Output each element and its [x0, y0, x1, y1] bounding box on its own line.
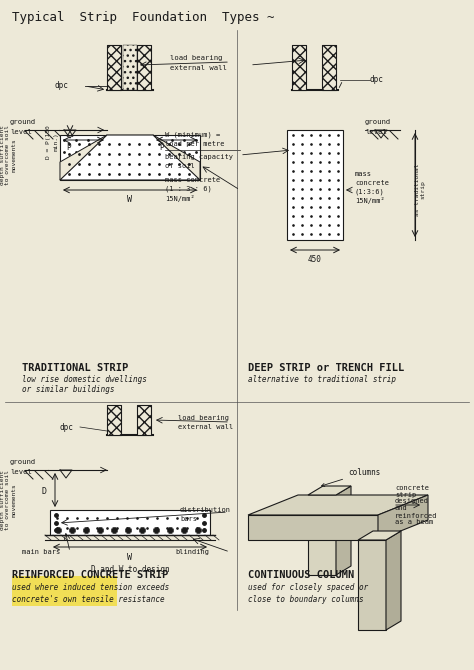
- Bar: [137, 45, 151, 90]
- Bar: [322, 45, 336, 90]
- Polygon shape: [336, 486, 351, 575]
- Text: dpc: dpc: [60, 423, 74, 431]
- Text: ground: ground: [10, 459, 36, 465]
- Text: load bearing: load bearing: [170, 55, 222, 61]
- Text: mass concrete: mass concrete: [165, 177, 220, 183]
- Text: blinding: blinding: [175, 549, 209, 555]
- Polygon shape: [358, 531, 401, 540]
- Bar: [107, 405, 121, 435]
- Text: load bearing: load bearing: [178, 415, 229, 421]
- Text: (1 : 3 : 6): (1 : 3 : 6): [165, 186, 212, 192]
- Polygon shape: [358, 540, 386, 630]
- Text: depth sufficient
to overcome soil
movements: depth sufficient to overcome soil moveme…: [0, 470, 16, 530]
- Text: or similar buildings: or similar buildings: [22, 385, 115, 395]
- Text: level: level: [10, 469, 32, 475]
- Text: D and W to design: D and W to design: [91, 565, 169, 574]
- Polygon shape: [248, 495, 428, 515]
- Text: ground: ground: [10, 119, 36, 125]
- Text: dpc: dpc: [55, 82, 69, 90]
- Text: bearing capacity: bearing capacity: [165, 154, 233, 160]
- Text: Typical  Strip  Foundation  Types ~: Typical Strip Foundation Types ~: [12, 11, 274, 23]
- Text: W: W: [128, 196, 133, 204]
- Bar: [322, 45, 336, 90]
- Polygon shape: [248, 515, 378, 540]
- Bar: [137, 405, 151, 435]
- Polygon shape: [60, 135, 107, 180]
- Text: of soil: of soil: [165, 163, 195, 169]
- Text: dpc: dpc: [370, 76, 384, 84]
- Text: main bars: main bars: [22, 549, 60, 555]
- Text: mass: mass: [355, 171, 372, 177]
- Text: level: level: [365, 129, 387, 135]
- Text: used for closely spaced or: used for closely spaced or: [248, 584, 368, 592]
- Text: 450: 450: [308, 255, 322, 265]
- Text: alternative to traditional strip: alternative to traditional strip: [248, 375, 396, 385]
- Text: D = P(150: D = P(150: [46, 125, 52, 159]
- Text: W: W: [128, 553, 133, 561]
- Text: REINFORCED CONCRETE STRIP: REINFORCED CONCRETE STRIP: [12, 570, 168, 580]
- Bar: [107, 405, 121, 435]
- Text: TRADITIONAL STRIP: TRADITIONAL STRIP: [22, 363, 128, 373]
- Text: P: P: [159, 143, 164, 151]
- Text: depth sufficient
to overcome soil
movements: depth sufficient to overcome soil moveme…: [0, 125, 16, 185]
- Text: CONTINUOUS COLUMN: CONTINUOUS COLUMN: [248, 570, 354, 580]
- Text: concrete: concrete: [355, 180, 389, 186]
- Text: columns: columns: [321, 468, 380, 486]
- Text: as traditional
strip: as traditional strip: [415, 163, 425, 216]
- Text: close to boundary columns: close to boundary columns: [248, 594, 364, 604]
- Bar: [12, 576, 117, 606]
- Text: D: D: [42, 488, 46, 496]
- Bar: [107, 45, 121, 90]
- Bar: [123, 45, 137, 90]
- Polygon shape: [153, 135, 200, 180]
- Text: used where induced tension exceeds: used where induced tension exceeds: [12, 584, 169, 592]
- Text: low rise domestic dwellings: low rise domestic dwellings: [22, 375, 147, 385]
- Text: external wall: external wall: [170, 65, 227, 71]
- Bar: [292, 45, 306, 90]
- Text: W (minimum) =: W (minimum) =: [165, 132, 220, 138]
- Text: load per metre: load per metre: [165, 141, 225, 147]
- Bar: [107, 45, 121, 90]
- Text: min.): min.): [54, 133, 58, 151]
- Bar: [292, 45, 306, 90]
- Text: 15N/mm²: 15N/mm²: [355, 198, 385, 204]
- Text: level: level: [10, 129, 32, 135]
- Polygon shape: [378, 495, 428, 540]
- Text: P: P: [66, 143, 71, 151]
- Polygon shape: [308, 486, 351, 495]
- Polygon shape: [386, 531, 401, 630]
- Text: bars: bars: [180, 516, 197, 522]
- Polygon shape: [308, 495, 336, 575]
- Text: concrete
strip
designed
and
reinforced
as a beam: concrete strip designed and reinforced a…: [395, 484, 438, 525]
- Bar: [287, 130, 343, 240]
- Bar: [137, 45, 151, 90]
- Text: (1:3:6): (1:3:6): [355, 189, 385, 195]
- Bar: [137, 405, 151, 435]
- Text: external wall: external wall: [178, 424, 233, 430]
- Text: ground: ground: [365, 119, 391, 125]
- Polygon shape: [60, 135, 200, 180]
- Bar: [60, 135, 200, 180]
- Text: distribution: distribution: [180, 507, 231, 513]
- Text: DEEP STRIP or TRENCH FILL: DEEP STRIP or TRENCH FILL: [248, 363, 404, 373]
- Text: concrete's own tensile resistance: concrete's own tensile resistance: [12, 594, 164, 604]
- Text: 15N/mm²: 15N/mm²: [165, 194, 195, 202]
- Bar: [50, 510, 210, 535]
